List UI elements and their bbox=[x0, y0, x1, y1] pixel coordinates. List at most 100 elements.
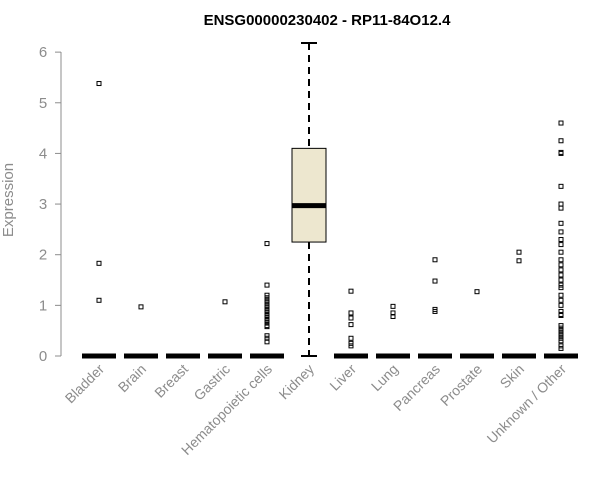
outlier-point bbox=[264, 292, 270, 298]
outlier-point bbox=[348, 335, 354, 341]
outlier-point bbox=[96, 260, 102, 266]
outlier-point bbox=[516, 258, 522, 264]
x-tick-label: Bladder bbox=[62, 361, 108, 407]
outlier-point bbox=[558, 330, 564, 336]
y-tick-label: 3 bbox=[39, 196, 47, 213]
iqr-box bbox=[291, 147, 327, 243]
outlier-point bbox=[264, 302, 270, 308]
outlier-point bbox=[558, 338, 564, 344]
outlier-point bbox=[558, 242, 564, 248]
outlier-point bbox=[222, 299, 228, 305]
outlier-point bbox=[348, 315, 354, 321]
outlier-point bbox=[558, 277, 564, 283]
box-prostate bbox=[460, 289, 494, 359]
outlier-point bbox=[138, 304, 144, 310]
box-lung bbox=[376, 303, 410, 359]
outlier-point bbox=[264, 339, 270, 345]
outlier-point bbox=[432, 308, 438, 314]
outlier-point bbox=[558, 257, 564, 263]
x-tick-label: Kidney bbox=[276, 361, 318, 403]
outlier-point bbox=[264, 241, 270, 247]
outlier-point bbox=[264, 318, 270, 324]
outlier-point bbox=[558, 325, 564, 331]
outlier-point bbox=[264, 315, 270, 321]
outlier-point bbox=[558, 297, 564, 303]
y-axis-ticks: 0 1 2 3 4 5 6 bbox=[39, 44, 61, 365]
box-liver bbox=[334, 288, 368, 359]
outlier-point bbox=[558, 138, 564, 144]
x-tick-label: Prostate bbox=[437, 361, 485, 409]
y-tick-label: 5 bbox=[39, 95, 47, 112]
box-brain bbox=[124, 304, 158, 359]
outlier-point bbox=[558, 282, 564, 288]
outlier-point bbox=[558, 312, 564, 318]
outlier-point bbox=[348, 288, 354, 294]
outlier-point bbox=[558, 237, 564, 243]
outlier-point bbox=[558, 302, 564, 308]
outlier-point bbox=[264, 333, 270, 339]
outlier-point bbox=[558, 229, 564, 235]
y-axis-label: Expression bbox=[0, 163, 17, 237]
x-tick-label: Pancreas bbox=[390, 361, 443, 414]
outlier-point bbox=[264, 310, 270, 316]
outlier-point bbox=[348, 310, 354, 316]
outlier-point bbox=[474, 289, 480, 295]
outlier-point bbox=[96, 297, 102, 303]
chart-title: ENSG00000230402 - RP11-84O12.4 bbox=[204, 12, 451, 29]
box-bladder bbox=[82, 81, 116, 359]
x-tick-label: Brain bbox=[115, 361, 149, 395]
outlier-point bbox=[264, 305, 270, 311]
outlier-point bbox=[264, 282, 270, 288]
outlier-point bbox=[558, 343, 564, 349]
outlier-point bbox=[264, 307, 270, 313]
x-tick-label: Lung bbox=[368, 361, 401, 394]
outlier-point bbox=[558, 220, 564, 226]
outlier-point bbox=[558, 267, 564, 273]
outlier-point bbox=[348, 343, 354, 349]
outlier-point bbox=[558, 183, 564, 189]
outlier-point bbox=[264, 300, 270, 306]
y-tick-label: 6 bbox=[39, 44, 47, 61]
outlier-point bbox=[432, 278, 438, 284]
outlier-point bbox=[558, 285, 564, 291]
box-gastric bbox=[208, 299, 242, 359]
outlier-point bbox=[558, 120, 564, 126]
outlier-point bbox=[558, 323, 564, 329]
box-kidney bbox=[291, 42, 327, 357]
box-hematopoietic-cells bbox=[250, 241, 284, 359]
x-tick-label: Skin bbox=[497, 361, 528, 392]
outlier-point bbox=[558, 272, 564, 278]
outlier-point bbox=[348, 340, 354, 346]
x-tick-label: Liver bbox=[326, 361, 359, 394]
outlier-point bbox=[558, 292, 564, 298]
y-tick-label: 2 bbox=[39, 247, 47, 264]
x-tick-label: Unknown / Other bbox=[484, 361, 570, 447]
outlier-point bbox=[96, 81, 102, 87]
x-tick-label: Breast bbox=[151, 361, 191, 401]
outlier-point bbox=[264, 295, 270, 301]
box-skin bbox=[502, 249, 536, 359]
outlier-point bbox=[390, 313, 396, 319]
outlier-point bbox=[264, 297, 270, 303]
outlier-point bbox=[390, 303, 396, 309]
y-tick-label: 1 bbox=[39, 297, 47, 314]
box-pancreas bbox=[418, 257, 452, 359]
box-series bbox=[82, 42, 578, 359]
outlier-point bbox=[432, 257, 438, 263]
box-unknown-other bbox=[544, 120, 578, 359]
outlier-point bbox=[264, 324, 270, 330]
y-tick-label: 4 bbox=[39, 145, 47, 162]
y-tick-label: 0 bbox=[39, 348, 47, 365]
outlier-point bbox=[264, 312, 270, 318]
outlier-point bbox=[558, 201, 564, 207]
outlier-point bbox=[516, 249, 522, 255]
outlier-point bbox=[558, 249, 564, 255]
outlier-point bbox=[558, 205, 564, 211]
outlier-point bbox=[558, 333, 564, 339]
outlier-point bbox=[558, 328, 564, 334]
outlier-point bbox=[558, 335, 564, 341]
outlier-point bbox=[558, 345, 564, 351]
